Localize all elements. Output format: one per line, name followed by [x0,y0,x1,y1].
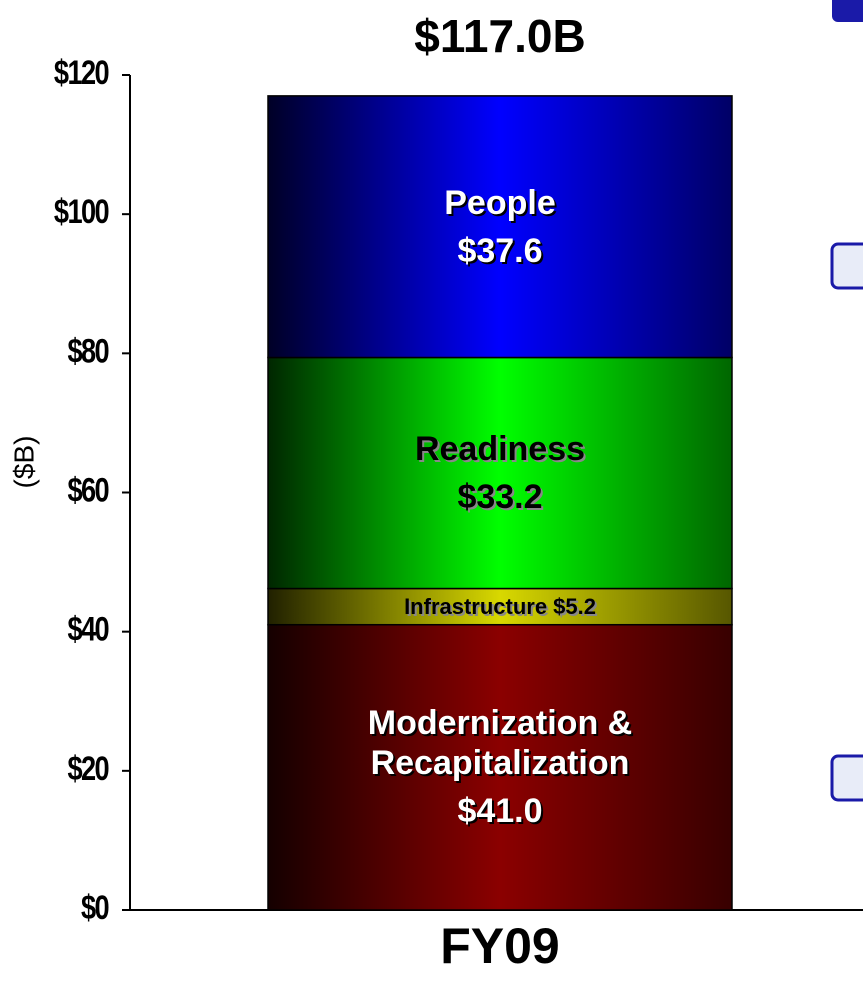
segment-value: $5.2 [553,593,596,619]
decoration [832,0,863,22]
chart-title: $117.0B [414,10,585,62]
segment-name: Modernization & Recapitalization [367,704,633,783]
decoration [830,242,863,290]
segment-label: People $37.6 [268,96,732,358]
segment-name: Readiness [414,429,586,468]
segment-value: $37.6 [457,231,543,270]
y-tick-label: $20 [67,749,108,788]
segment-label: Infrastructure $5.2 [268,589,732,625]
y-tick-label: $40 [67,610,108,649]
y-tick-label: $100 [54,192,109,231]
segment-name: Infrastructure [404,593,548,619]
y-axis-label: ($B) [8,436,39,489]
y-tick-label: $60 [67,471,108,510]
segment-value: $33.2 [457,478,543,516]
segment-label: Modernization & Recapitalization $41.0 [268,625,732,910]
x-tick-label: FY09 [440,918,560,974]
decoration [830,754,863,802]
y-tick-label: $120 [54,53,109,92]
y-tick-label: $80 [67,331,108,370]
y-tick-label: $0 [81,888,109,927]
segment-label: Readiness $33.2 [268,358,732,589]
segment-name: People [444,183,556,222]
segment-value: $41.0 [457,792,543,831]
